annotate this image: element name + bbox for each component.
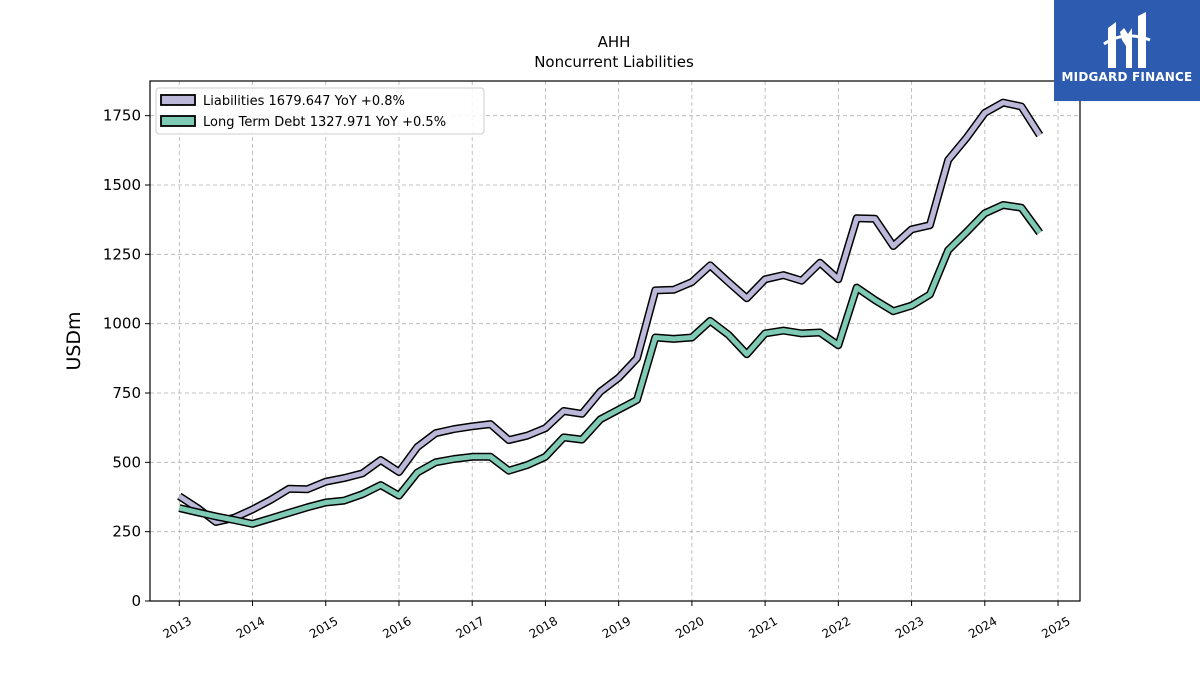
x-tick-label: 2020 (673, 614, 706, 641)
grid (150, 81, 1080, 602)
y-tick-label: 1750 (103, 107, 141, 125)
legend-label: Liabilities 1679.647 YoY +0.8% (203, 94, 405, 109)
legend-box (155, 87, 485, 135)
x-tick-label: 2015 (307, 614, 340, 641)
series-line-1 (178, 202, 1042, 527)
x-tick-label: 2016 (380, 614, 413, 641)
plot-frame (149, 80, 1081, 602)
chart-title: AHH (598, 33, 631, 51)
x-tick-label: 2013 (161, 614, 194, 641)
x-tick-label: 2022 (820, 614, 853, 641)
x-tick-label: 2024 (966, 614, 999, 641)
x-axis: 2013 2014 2015 2016 2017 2018 2019 2020 2021 2022… (161, 601, 1073, 641)
series-outline-0 (177, 98, 1044, 526)
x-tick-label: 2017 (453, 614, 486, 641)
series-layer (177, 98, 1044, 528)
y-tick-label: 1000 (103, 315, 141, 333)
y-tick-label: 500 (112, 453, 141, 471)
y-axis-label: USDm (63, 311, 85, 370)
x-tick-label: 2023 (893, 614, 926, 641)
y-tick-label: 1250 (103, 245, 141, 263)
x-tick-label: 2018 (527, 614, 560, 641)
y-tick-label: 750 (112, 384, 141, 402)
brand-logo: MIDGARD FINANCE (1054, 0, 1200, 101)
y-axis: 0 250 500 750 1000 1250 1500 1750 (103, 107, 150, 610)
legend-swatch (160, 94, 196, 106)
y-tick-label: 0 (131, 592, 141, 610)
logo-text: MIDGARD FINANCE (1061, 70, 1193, 84)
y-tick-label: 250 (112, 523, 141, 541)
x-tick-label: 2019 (600, 614, 633, 641)
x-tick-label: 2021 (746, 614, 779, 641)
y-tick-label: 1500 (103, 176, 141, 194)
series-line-0 (177, 100, 1042, 525)
legend: Liabilities 1679.647 YoY +0.8% Long Term … (155, 87, 485, 135)
x-tick-label: 2025 (1039, 614, 1072, 641)
chart-subtitle: Noncurrent Liabilities (534, 53, 694, 71)
legend-label: Long Term Debt 1327.971 YoY +0.5% (203, 115, 446, 130)
legend-swatch (160, 115, 196, 127)
x-tick-label: 2014 (234, 614, 267, 641)
series-outline-1 (178, 201, 1043, 528)
logo-mark-icon (1103, 12, 1151, 68)
